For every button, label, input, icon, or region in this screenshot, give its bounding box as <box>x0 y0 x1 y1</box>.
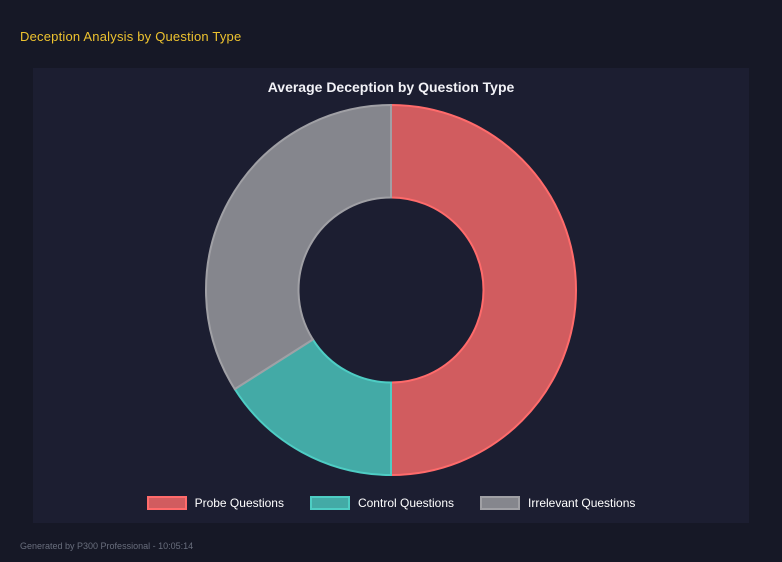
page-title: Deception Analysis by Question Type <box>20 29 242 44</box>
donut-segment-probe-questions[interactable] <box>390 103 577 477</box>
legend-item-probe-questions[interactable]: Probe Questions <box>146 496 284 510</box>
chart-panel: Average Deception by Question Type Probe… <box>33 68 749 523</box>
donut-segment-control-questions[interactable] <box>233 338 392 477</box>
donut-segment-irrelevant-questions[interactable] <box>205 103 392 391</box>
legend-swatch <box>309 496 350 510</box>
chart-legend: Probe Questions Control Questions Irreleva… <box>33 496 749 510</box>
doughnut-chart <box>205 103 577 477</box>
legend-item-control-questions[interactable]: Control Questions <box>309 496 455 510</box>
legend-label: Irrelevant Questions <box>528 496 636 510</box>
chart-title: Average Deception by Question Type <box>267 79 515 95</box>
legend-item-irrelevant-questions[interactable]: Irrelevant Questions <box>480 496 635 510</box>
footer-note: Generated by P300 Professional - 10:05:1… <box>20 541 194 551</box>
legend-swatch <box>480 496 521 510</box>
legend-label: Control Questions <box>357 496 455 510</box>
legend-label: Probe Questions <box>194 496 284 510</box>
legend-swatch <box>146 496 187 510</box>
